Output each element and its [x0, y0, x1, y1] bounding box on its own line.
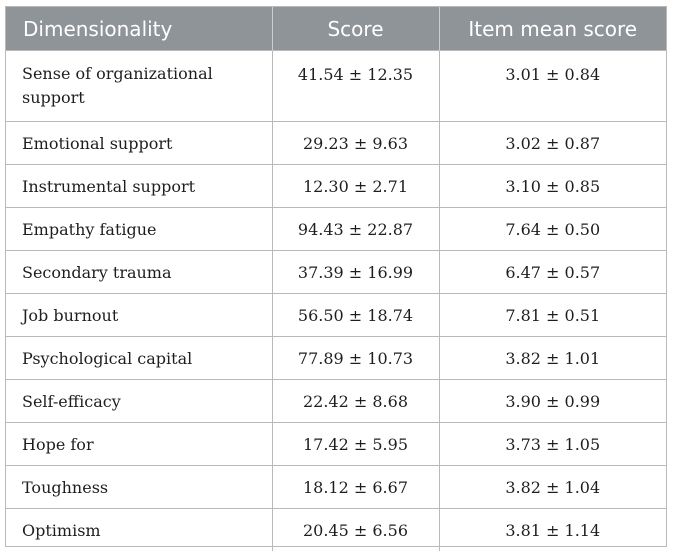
table-row: Sense of organizational support 41.54 ± …	[6, 50, 666, 122]
cell-item-mean: 7.64 ± 0.50	[439, 207, 666, 251]
cell-item-mean: 7.81 ± 0.51	[439, 293, 666, 337]
table-header: Dimensionality Score Item mean score	[6, 7, 666, 51]
table-row: Toughness 18.12 ± 6.67 3.82 ± 1.04	[6, 465, 666, 509]
cell-dimension: Self-efficacy	[6, 379, 273, 423]
table-body: Sense of organizational support 41.54 ± …	[6, 50, 666, 551]
column-header-dimensionality: Dimensionality	[6, 7, 273, 51]
cell-score: 18.12 ± 6.67	[272, 465, 440, 509]
cell-dimension: Empathy fatigue	[6, 207, 273, 251]
table-row: Psychological capital 77.89 ± 10.73 3.82…	[6, 336, 666, 380]
cell-item-mean: 3.01 ± 0.84	[439, 50, 666, 122]
table-row: Optimism 20.45 ± 6.56 3.81 ± 1.14	[6, 508, 666, 551]
cell-dimension: Instrumental support	[6, 164, 273, 208]
cell-item-mean: 3.02 ± 0.87	[439, 121, 666, 165]
cell-score: 41.54 ± 12.35	[272, 50, 440, 122]
cell-dimension: Job burnout	[6, 293, 273, 337]
data-table-container: Dimensionality Score Item mean score Sen…	[5, 6, 667, 551]
cell-item-mean: 3.81 ± 1.14	[439, 508, 666, 551]
cell-score: 17.42 ± 5.95	[272, 422, 440, 466]
table-row: Self-efficacy 22.42 ± 8.68 3.90 ± 0.99	[6, 379, 666, 423]
cell-dimension: Toughness	[6, 465, 273, 509]
table-row: Job burnout 56.50 ± 18.74 7.81 ± 0.51	[6, 293, 666, 337]
cell-item-mean: 3.90 ± 0.99	[439, 379, 666, 423]
cell-score: 37.39 ± 16.99	[272, 250, 440, 294]
cell-dimension: Psychological capital	[6, 336, 273, 380]
cell-item-mean: 3.10 ± 0.85	[439, 164, 666, 208]
cell-item-mean: 3.82 ± 1.01	[439, 336, 666, 380]
cell-dimension: Secondary trauma	[6, 250, 273, 294]
cell-score: 22.42 ± 8.68	[272, 379, 440, 423]
cell-dimension: Hope for	[6, 422, 273, 466]
cell-score: 77.89 ± 10.73	[272, 336, 440, 380]
table-row: Secondary trauma 37.39 ± 16.99 6.47 ± 0.…	[6, 250, 666, 294]
cell-item-mean: 6.47 ± 0.57	[439, 250, 666, 294]
column-header-score: Score	[272, 7, 440, 51]
cell-score: 29.23 ± 9.63	[272, 121, 440, 165]
table-row: Empathy fatigue 94.43 ± 22.87 7.64 ± 0.5…	[6, 207, 666, 251]
table-row: Instrumental support 12.30 ± 2.71 3.10 ±…	[6, 164, 666, 208]
cell-item-mean: 3.82 ± 1.04	[439, 465, 666, 509]
cell-dimension: Emotional support	[6, 121, 273, 165]
cell-item-mean: 3.73 ± 1.05	[439, 422, 666, 466]
cell-score: 94.43 ± 22.87	[272, 207, 440, 251]
cell-score: 56.50 ± 18.74	[272, 293, 440, 337]
column-header-item-mean-score: Item mean score	[439, 7, 666, 51]
data-table: Dimensionality Score Item mean score Sen…	[6, 7, 666, 551]
cell-score: 20.45 ± 6.56	[272, 508, 440, 551]
cell-dimension: Optimism	[6, 508, 273, 551]
table-header-row: Dimensionality Score Item mean score	[6, 7, 666, 51]
cell-dimension: Sense of organizational support	[6, 50, 273, 122]
table-row: Emotional support 29.23 ± 9.63 3.02 ± 0.…	[6, 121, 666, 165]
table-row: Hope for 17.42 ± 5.95 3.73 ± 1.05	[6, 422, 666, 466]
cell-score: 12.30 ± 2.71	[272, 164, 440, 208]
